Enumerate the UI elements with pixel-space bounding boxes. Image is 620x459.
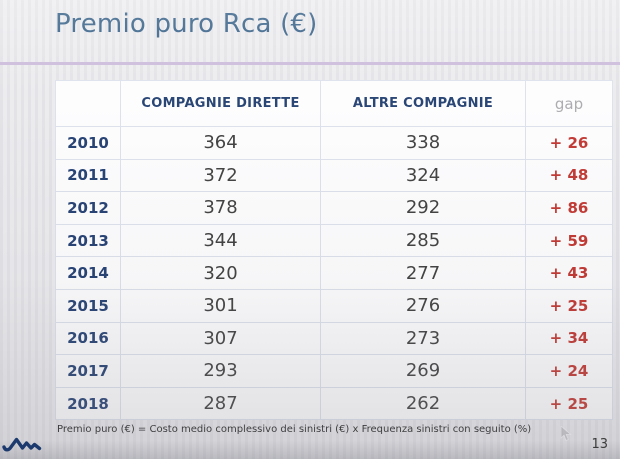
wave-logo-icon <box>2 437 42 452</box>
year-cell: 2014 <box>55 256 121 290</box>
dirette-value: 287 <box>120 386 321 421</box>
table-row: 2010 364 338 + 26 <box>55 126 613 160</box>
year-cell: 2018 <box>55 386 121 421</box>
table-row: 2012 378 292 + 86 <box>55 191 613 225</box>
table-row: 2011 372 324 + 48 <box>55 158 613 193</box>
gap-header: gap <box>525 80 613 127</box>
table-row: 2014 320 277 + 43 <box>55 256 613 290</box>
dirette-value: 372 <box>120 158 321 193</box>
gap-value: + 34 <box>525 321 613 356</box>
altre-value: 269 <box>320 354 526 388</box>
year-cell: 2011 <box>55 158 121 193</box>
title-divider-line <box>0 62 620 65</box>
year-cell: 2012 <box>55 191 121 225</box>
gap-value: + 24 <box>525 354 613 388</box>
year-cell: 2010 <box>55 126 121 160</box>
altre-value: 324 <box>320 158 526 193</box>
page-number: 13 <box>591 437 608 452</box>
dirette-value: 378 <box>120 191 321 225</box>
table-row: 2018 287 262 + 25 <box>55 386 613 421</box>
altre-value: 273 <box>320 321 526 356</box>
page-title: Premio puro Rca (€) <box>55 9 318 39</box>
dirette-value: 364 <box>120 126 321 160</box>
mouse-cursor-icon <box>560 426 572 442</box>
table-row: 2016 307 273 + 34 <box>55 321 613 356</box>
altre-value: 262 <box>320 386 526 421</box>
altre-value: 276 <box>320 288 526 323</box>
dirette-value: 293 <box>120 354 321 388</box>
year-cell: 2013 <box>55 223 121 258</box>
gap-value: + 43 <box>525 256 613 290</box>
dirette-value: 320 <box>120 256 321 290</box>
altre-value: 292 <box>320 191 526 225</box>
dirette-value: 344 <box>120 223 321 258</box>
gap-value: + 59 <box>525 223 613 258</box>
compagnie-dirette-header: COMPAGNIE DIRETTE <box>120 80 321 127</box>
dirette-value: 301 <box>120 288 321 323</box>
altre-value: 338 <box>320 126 526 160</box>
gap-value: + 26 <box>525 126 613 160</box>
dirette-value: 307 <box>120 321 321 356</box>
table-row: 2015 301 276 + 25 <box>55 288 613 323</box>
year-cell: 2017 <box>55 354 121 388</box>
year-cell: 2015 <box>55 288 121 323</box>
gap-value: + 25 <box>525 288 613 323</box>
year-column-header <box>55 80 121 127</box>
table-row: 2013 344 285 + 59 <box>55 223 613 258</box>
table-header-row: COMPAGNIE DIRETTE ALTRE COMPAGNIE gap <box>55 80 613 127</box>
premio-puro-table: COMPAGNIE DIRETTE ALTRE COMPAGNIE gap 20… <box>55 80 613 421</box>
table-row: 2017 293 269 + 24 <box>55 354 613 388</box>
gap-value: + 86 <box>525 191 613 225</box>
gap-value: + 48 <box>525 158 613 193</box>
altre-value: 285 <box>320 223 526 258</box>
altre-value: 277 <box>320 256 526 290</box>
gap-value: + 25 <box>525 386 613 421</box>
altre-compagnie-header: ALTRE COMPAGNIE <box>320 80 526 127</box>
footnote-formula: Premio puro (€) = Costo medio complessiv… <box>57 424 532 435</box>
year-cell: 2016 <box>55 321 121 356</box>
